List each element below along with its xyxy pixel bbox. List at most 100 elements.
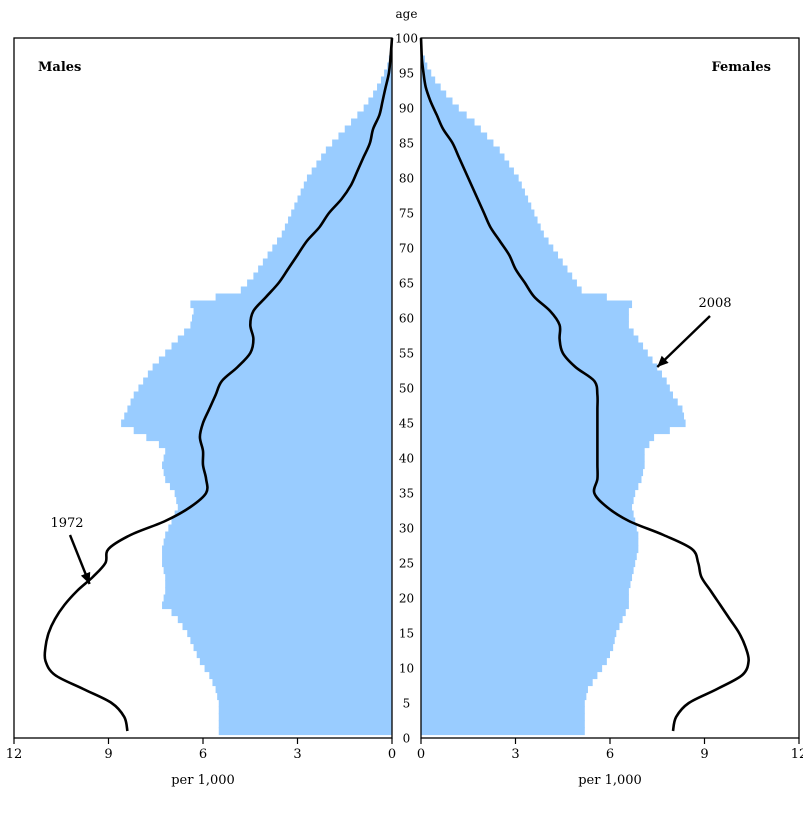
females-2008-bar [421, 258, 563, 267]
males-2008-bar [204, 664, 392, 673]
females-2008-bar [421, 251, 559, 260]
males-2008-bar [240, 286, 392, 295]
females-2008-bar [421, 97, 453, 106]
males-2008-bar [163, 454, 392, 463]
males-2008-bar [162, 601, 392, 610]
males-2008-bar [325, 146, 392, 155]
males-2008-bar [162, 461, 392, 470]
males-2008-bar [177, 615, 392, 624]
females-2008-bar [421, 510, 634, 519]
age-tick-label: 50 [399, 382, 414, 396]
males-x-tick-label: 0 [388, 747, 396, 762]
annotation-2008-label: 2008 [698, 296, 731, 311]
females-2008-bar [421, 202, 532, 211]
females-2008-bar [421, 300, 633, 309]
males-2008-bar [124, 412, 392, 421]
females-2008-bar [421, 587, 629, 596]
females-2008-bar [421, 454, 645, 463]
females-2008-bar [421, 279, 577, 288]
females-2008-bar [421, 503, 633, 512]
males-2008-bar [165, 531, 392, 540]
females-2008-bar [421, 671, 598, 680]
females-2008-bar [421, 405, 683, 414]
females-2008-bar [421, 580, 631, 589]
females-2008-bar [421, 531, 639, 540]
males-2008-bar [253, 272, 392, 281]
males-unit-label: per 1,000 [171, 773, 235, 788]
females-2008-bar [421, 132, 488, 141]
females-2008-bar [421, 475, 642, 484]
females-2008-bar [421, 559, 636, 568]
males-2008-bar [158, 440, 392, 449]
males-2008-bars [121, 41, 393, 736]
females-2008-bar [421, 727, 585, 736]
females-2008-bar [421, 328, 634, 337]
females-2008-bar [421, 363, 658, 372]
annotation-2008-arrowhead [657, 355, 669, 367]
age-tick-label: 20 [399, 592, 414, 606]
males-2008-bar [258, 265, 392, 274]
females-2008-bar [421, 335, 639, 344]
males-2008-bar [306, 174, 392, 183]
males-2008-bar [294, 202, 392, 211]
males-2008-bar [182, 622, 392, 631]
males-2008-bar [163, 594, 392, 603]
males-2008-bar [138, 384, 392, 393]
males-2008-bar [373, 90, 392, 99]
females-2008-bar [421, 223, 541, 232]
females-2008-bar [421, 377, 667, 386]
females-x-tick-label: 12 [791, 747, 803, 762]
males-2008-bar [127, 405, 393, 414]
males-x-tick-label: 12 [6, 747, 23, 762]
males-2008-bar [215, 685, 392, 694]
females-2008-bar [421, 62, 428, 71]
males-2008-bar [163, 566, 392, 575]
females-2008-bar [421, 426, 670, 435]
males-2008-bar [297, 195, 392, 204]
age-tick-label: 5 [403, 697, 411, 711]
age-tick-label: 25 [399, 557, 414, 571]
males-2008-bar [218, 720, 392, 729]
males-2008-bar [165, 580, 392, 589]
males-2008-bar [143, 377, 392, 386]
males-2008-bar [190, 300, 392, 309]
females-2008-bar [421, 629, 617, 638]
females-2008-bar [421, 650, 610, 659]
males-2008-bar [193, 307, 392, 316]
annotation-1972-label: 1972 [50, 516, 83, 531]
males-2008-bar [177, 335, 392, 344]
females-x-tick-label: 3 [511, 747, 519, 762]
females-2008-bar [421, 622, 620, 631]
males-2008-bar [218, 713, 392, 722]
females-x-tick-label: 6 [606, 747, 614, 762]
males-2008-bar [284, 223, 392, 232]
age-tick-label: 10 [399, 662, 414, 676]
females-2008-bar [421, 139, 494, 148]
females-2008-bar [421, 706, 585, 715]
annotation-1972-arrowhead [80, 571, 91, 584]
males-2008-bar [165, 587, 392, 596]
females-panel: Females 0 3 6 9 12 per 1,000 [417, 37, 803, 788]
females-unit-label: per 1,000 [578, 773, 642, 788]
females-2008-bar [421, 524, 637, 533]
females-2008-bar [421, 517, 636, 526]
males-2008-bar [147, 370, 392, 379]
females-2008-bar [421, 83, 441, 92]
age-axis: age 0 5 10 15 20 25 30 35 40 45 50 55 60 65 70 75 80 85 90… [395, 7, 418, 746]
age-tick-label: 65 [399, 277, 414, 291]
males-2008-bar [209, 671, 392, 680]
age-tick-label: 90 [399, 102, 414, 116]
males-2008-bar [193, 643, 392, 652]
males-2008-bar [190, 321, 392, 330]
males-2008-bar [121, 419, 392, 428]
females-2008-bar [421, 496, 634, 505]
males-2008-bar [191, 314, 392, 323]
females-2008-bar [421, 356, 653, 365]
females-2008-bar [421, 237, 549, 246]
females-2008-bar [421, 167, 514, 176]
age-tick-label: 35 [399, 487, 414, 501]
males-2008-bar [218, 727, 392, 736]
males-2008-bar [187, 629, 392, 638]
males-2008-bar [344, 125, 392, 134]
females-2008-bar [421, 615, 623, 624]
